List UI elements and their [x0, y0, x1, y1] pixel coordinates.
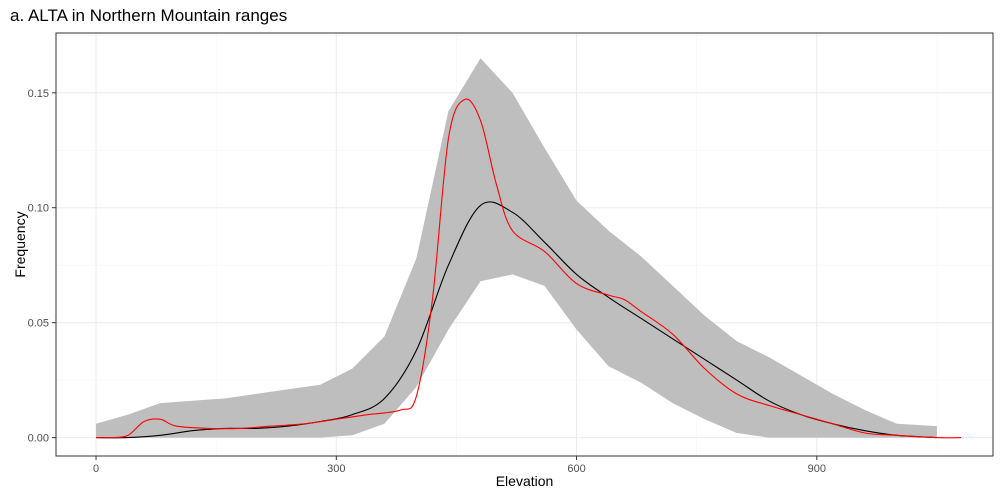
confidence-ribbon-layer — [96, 58, 937, 438]
chart-title: a. ALTA in Northern Mountain ranges — [10, 6, 288, 25]
confidence-ribbon — [96, 58, 937, 438]
axis-ticks: 0 300 600 900 0.00 0.05 0.10 0.15 — [28, 88, 826, 475]
panel-border — [55, 32, 994, 457]
series-lines-layer — [95, 98, 962, 439]
x-tick-label: 900 — [808, 463, 826, 475]
x-tick-label: 600 — [567, 463, 585, 475]
y-tick-label: 0.15 — [28, 88, 49, 100]
x-axis-title: Elevation — [496, 473, 554, 489]
y-tick-label: 0.05 — [28, 318, 49, 330]
x-tick-label: 300 — [327, 463, 345, 475]
observed-density-line — [95, 98, 962, 439]
y-tick-label: 0.10 — [28, 203, 49, 215]
y-tick-label: 0.00 — [28, 433, 49, 445]
x-tick-label: 0 — [93, 463, 99, 475]
y-axis-title: Frequency — [12, 211, 28, 277]
